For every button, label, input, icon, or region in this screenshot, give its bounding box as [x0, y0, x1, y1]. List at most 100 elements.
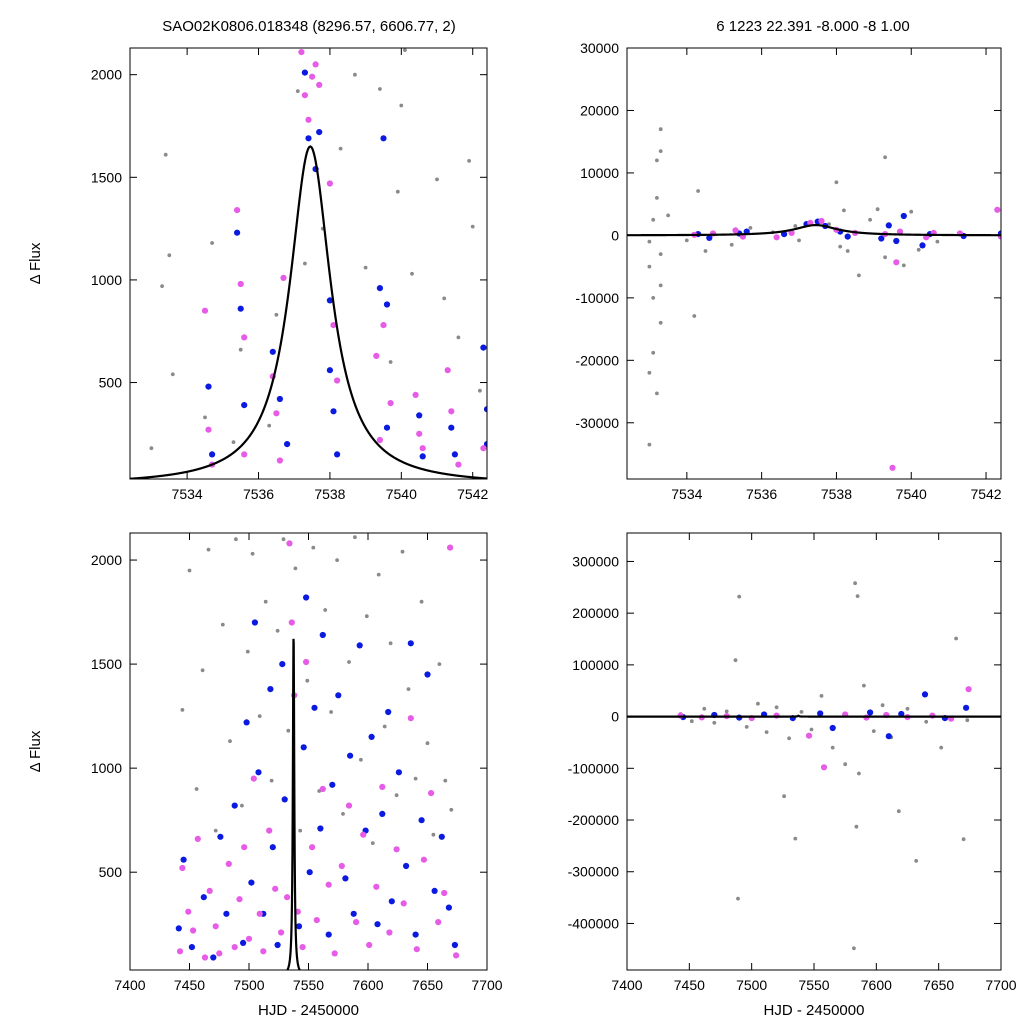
data-point-series-b-1 — [205, 426, 212, 433]
data-point-other-33 — [939, 745, 944, 750]
data-point-series-b-25 — [299, 944, 306, 951]
data-point-other-32 — [924, 719, 929, 724]
data-point-series-b-27 — [309, 844, 316, 851]
y-tick-label-top-left-2: 1500 — [91, 169, 122, 185]
data-point-other-20 — [305, 678, 310, 683]
data-point-other-21 — [311, 545, 316, 550]
data-point-other-32 — [376, 572, 381, 577]
data-point-other-35 — [961, 837, 966, 842]
y-tick-label-top-left-1: 1000 — [91, 272, 122, 288]
data-point-series-a-5 — [217, 833, 224, 840]
model-curve-top-left — [130, 145, 487, 479]
y-tick-label-top-right-6: 30000 — [580, 40, 619, 56]
data-point-other-11 — [658, 320, 663, 325]
data-point-other-32 — [875, 207, 880, 212]
data-point-other-37 — [406, 687, 411, 691]
data-point-other-10 — [655, 391, 659, 396]
x-tick-label-top-left-2: 7538 — [314, 486, 345, 502]
x-tick-label-bottom-left-0: 7400 — [114, 977, 145, 993]
data-point-other-13 — [263, 599, 268, 604]
data-point-series-a-37 — [385, 708, 392, 716]
data-point-other-20 — [399, 103, 404, 108]
data-point-other-24 — [857, 771, 861, 776]
data-point-other-30 — [857, 273, 861, 278]
data-point-other-9 — [658, 127, 663, 132]
y-tick-label-top-right-2: -10000 — [575, 290, 619, 306]
x-tick-label-bottom-left-6: 7700 — [471, 977, 502, 993]
data-point-series-b-40 — [393, 846, 400, 853]
data-point-series-a-10 — [921, 691, 929, 698]
data-point-series-b-8 — [273, 410, 280, 417]
data-point-series-a-12 — [893, 237, 900, 245]
data-point-other-11 — [250, 551, 255, 556]
data-point-series-b-5 — [788, 229, 795, 236]
data-point-other-0 — [149, 446, 154, 451]
data-point-series-b-14 — [309, 73, 316, 80]
y-tick-label-bottom-left-0: 500 — [99, 864, 123, 880]
data-point-series-b-17 — [994, 206, 1001, 213]
data-point-series-b-18 — [330, 322, 337, 329]
data-point-series-b-12 — [241, 844, 248, 851]
x-tick-label-bottom-left-1: 7450 — [174, 977, 205, 993]
data-point-other-18 — [388, 360, 393, 364]
panel-bottom-left: 7400 7450 7500 7550 7600 7650 7700 500 1000 1500 2… — [27, 532, 503, 1019]
data-point-other-31 — [868, 217, 872, 222]
data-point-other-21 — [748, 226, 753, 230]
data-point-series-b-34 — [353, 919, 360, 926]
data-point-series-b-47 — [441, 889, 448, 897]
data-point-series-a-19 — [295, 923, 303, 930]
data-point-other-19 — [703, 249, 708, 253]
data-point-series-a-9 — [243, 719, 250, 726]
data-point-other-16 — [684, 238, 689, 243]
x-tick-label-bottom-right-2: 7500 — [736, 977, 767, 993]
data-point-series-b-6 — [241, 451, 248, 458]
y-tick-label-bottom-right-7: 300000 — [572, 553, 619, 569]
data-point-series-b-12 — [301, 92, 308, 99]
data-point-other-12 — [303, 261, 307, 266]
data-point-series-b-13 — [305, 116, 312, 123]
data-point-series-b-29 — [455, 461, 462, 468]
data-point-other-34 — [388, 641, 393, 646]
data-point-other-14 — [793, 836, 798, 841]
data-point-series-b-5 — [805, 732, 813, 739]
data-point-series-b-9 — [225, 860, 232, 868]
data-point-series-a-31 — [350, 910, 357, 917]
data-point-series-b-26 — [419, 445, 426, 452]
x-tick-label-bottom-right-3: 7550 — [798, 977, 829, 993]
data-point-series-b-7 — [818, 217, 825, 225]
y-tick-label-top-left-3: 2000 — [91, 67, 122, 83]
data-point-other-5 — [647, 239, 652, 244]
data-point-other-27 — [880, 703, 885, 708]
data-point-other-31 — [914, 859, 919, 863]
data-point-series-b-10 — [280, 274, 287, 281]
data-point-other-1 — [647, 370, 652, 375]
data-point-series-b-21 — [286, 540, 293, 547]
data-point-series-a-29 — [342, 875, 349, 882]
data-point-series-a-6 — [223, 910, 230, 917]
x-tick-label-bottom-right-1: 7450 — [674, 977, 705, 993]
data-point-other-10 — [764, 730, 769, 734]
data-point-series-a-32 — [356, 642, 363, 649]
data-point-series-b-0 — [201, 307, 209, 314]
data-point-series-a-48 — [451, 941, 458, 949]
data-point-other-12 — [782, 794, 786, 799]
data-point-other-39 — [419, 599, 424, 604]
x-tick-label-top-right-3: 7540 — [896, 486, 927, 502]
data-point-series-b-44 — [420, 856, 427, 863]
data-point-other-6 — [210, 241, 215, 245]
data-point-series-a-16 — [376, 285, 383, 292]
data-point-series-b-35 — [360, 831, 367, 838]
data-point-other-3 — [712, 720, 717, 725]
data-point-other-11 — [774, 705, 779, 710]
y-tick-label-bottom-right-4: 0 — [611, 709, 619, 725]
data-point-series-a-4 — [241, 402, 248, 409]
y-axis-label-bottom-left: Δ Flux — [27, 730, 44, 772]
data-point-series-b-15 — [256, 910, 263, 917]
data-point-other-8 — [234, 537, 238, 542]
y-tick-label-bottom-right-0: -400000 — [568, 915, 620, 931]
data-point-other-33 — [382, 724, 387, 729]
data-point-other-20 — [729, 242, 734, 247]
data-point-series-a-7 — [231, 802, 238, 809]
data-point-series-b-10 — [231, 944, 238, 951]
data-point-other-23 — [855, 594, 860, 598]
